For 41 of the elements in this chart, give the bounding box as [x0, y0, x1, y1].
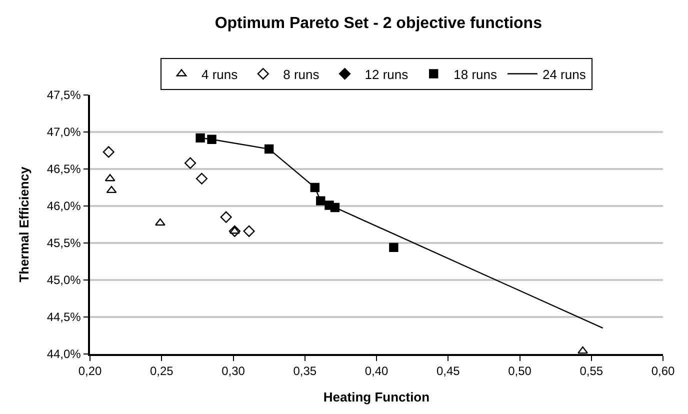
point	[316, 196, 326, 206]
point	[243, 225, 255, 237]
point	[389, 242, 398, 252]
x-tick-label: 0,25	[150, 364, 174, 378]
point	[310, 182, 320, 192]
y-axis-title: Thermal Efficiency	[16, 166, 32, 282]
y-tick-label: 46,5%	[46, 162, 82, 176]
legend-label: 12 runs	[364, 66, 409, 82]
y-tick-label: 45,0%	[46, 273, 82, 288]
y-tick-label: 44,0%	[46, 347, 82, 362]
x-tick-label: 0,50	[508, 364, 532, 378]
point	[330, 202, 340, 212]
point	[220, 211, 232, 223]
point	[196, 172, 208, 184]
legend-label: 4 runs	[202, 66, 238, 82]
point	[578, 346, 588, 354]
y-tick-label: 46,0%	[46, 199, 82, 214]
point	[228, 225, 240, 237]
point	[196, 133, 205, 143]
x-tick-label: 0,60	[651, 364, 675, 378]
x-tick-label: 0,45	[436, 364, 460, 378]
point	[184, 157, 196, 169]
x-axis-title: Heating Function	[323, 389, 430, 404]
y-tick-label: 47,5%	[46, 88, 82, 102]
point	[264, 144, 274, 154]
x-tick-label: 0,55	[580, 364, 604, 378]
point	[207, 134, 216, 144]
chart-title: Optimum Pareto Set - 2 objective functions	[214, 14, 542, 32]
y-tick-label: 44,5%	[46, 310, 82, 324]
x-tick-label: 0,35	[293, 364, 317, 378]
y-tick-label: 47,0%	[46, 125, 82, 140]
legend-label: 8 runs	[283, 66, 320, 82]
y-tick-label: 45,5%	[46, 236, 82, 250]
legend-label: 18 runs	[454, 66, 498, 82]
legend-label: 24 runs	[542, 66, 586, 82]
x-tick-label: 0,40	[364, 364, 388, 378]
point	[106, 186, 117, 194]
point	[154, 218, 166, 226]
x-tick-label: 0,30	[222, 364, 246, 378]
point	[102, 146, 114, 158]
x-tick-label: 0,20	[78, 364, 102, 378]
